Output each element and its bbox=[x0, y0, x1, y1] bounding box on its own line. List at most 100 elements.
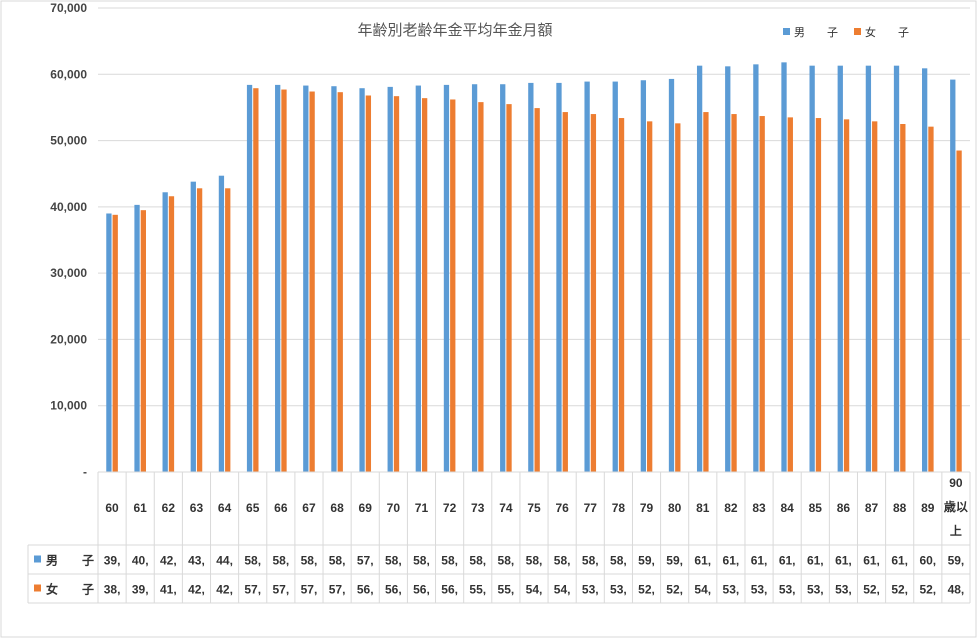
bar-female bbox=[450, 99, 456, 472]
bar-male bbox=[134, 204, 140, 472]
table-cell: 58, bbox=[301, 554, 318, 568]
bar-male bbox=[443, 84, 450, 473]
table-cell: 58, bbox=[469, 554, 486, 568]
table-cell: 58, bbox=[610, 554, 627, 568]
y-tick-label: 60,000 bbox=[50, 67, 87, 81]
bar-female bbox=[365, 95, 372, 473]
x-tick-label: 70 bbox=[387, 501, 401, 515]
x-tick-label: 82 bbox=[724, 501, 738, 515]
chart-title: 年齢別老齢年金平均年金月額 bbox=[357, 21, 552, 39]
table-cell: 52, bbox=[666, 583, 683, 597]
bar-male bbox=[809, 65, 815, 472]
table-cell: 58, bbox=[526, 554, 543, 568]
bar-male bbox=[922, 68, 928, 472]
bar-male bbox=[471, 84, 478, 472]
table-cell: 56, bbox=[385, 583, 402, 597]
x-tick-label: 64 bbox=[218, 501, 232, 515]
table-cell: 56, bbox=[413, 583, 430, 597]
table-cell: 38, bbox=[104, 583, 121, 597]
x-tick-label: 90 歳以上 bbox=[944, 476, 968, 538]
bar-female bbox=[675, 123, 681, 472]
bar-female bbox=[759, 116, 765, 472]
bar-male bbox=[556, 82, 562, 472]
bar-male bbox=[584, 81, 590, 472]
table-cell: 56, bbox=[357, 583, 374, 597]
bar-male bbox=[893, 65, 900, 472]
bar-female bbox=[506, 104, 512, 472]
legend-key bbox=[783, 28, 790, 35]
x-tick-label: 62 bbox=[162, 501, 176, 515]
table-cell: 41, bbox=[160, 583, 177, 597]
bar-female bbox=[253, 88, 259, 472]
table-cell: 61, bbox=[779, 554, 796, 568]
y-tick-label: 40,000 bbox=[50, 200, 87, 214]
table-cell: 52, bbox=[891, 583, 908, 597]
table-legend-key bbox=[34, 555, 41, 563]
bar-male bbox=[950, 79, 956, 473]
bar-female bbox=[815, 118, 822, 472]
table-cell: 43, bbox=[188, 554, 205, 568]
bar-male bbox=[781, 62, 787, 473]
y-tick-label: 70,000 bbox=[50, 1, 87, 15]
bar-female bbox=[618, 118, 625, 472]
table-cell: 53, bbox=[835, 583, 852, 597]
table-cell: 58, bbox=[329, 554, 346, 568]
bar-female bbox=[140, 210, 146, 472]
table-cell: 61, bbox=[807, 554, 824, 568]
bar-female bbox=[900, 124, 906, 472]
table-cell: 53, bbox=[807, 583, 824, 597]
bar-female bbox=[928, 126, 934, 472]
bar-male bbox=[331, 86, 337, 473]
y-tick-label: 30,000 bbox=[50, 266, 87, 280]
x-tick-label: 72 bbox=[443, 501, 457, 515]
legend: 男 子女 子 bbox=[783, 25, 909, 39]
bar-male bbox=[696, 65, 703, 472]
table-cell: 53, bbox=[610, 583, 627, 597]
table-cell: 57, bbox=[272, 583, 289, 597]
legend-label: 男 子 bbox=[794, 26, 838, 39]
x-tick-label: 80 bbox=[668, 501, 682, 515]
y-tick-label: 50,000 bbox=[50, 134, 87, 148]
x-tick-label: 75 bbox=[527, 501, 541, 515]
y-axis-ticks: - 10,000 20,000 30,000 40,000 50,000 60,000 70,… bbox=[50, 1, 87, 479]
bar-male bbox=[218, 175, 225, 472]
table-cell: 39, bbox=[104, 554, 121, 568]
bar-male bbox=[753, 64, 759, 472]
bar-female bbox=[872, 121, 878, 472]
bar-male bbox=[528, 82, 534, 472]
y-tick-label: 10,000 bbox=[50, 399, 87, 413]
table-cell: 42, bbox=[160, 554, 177, 568]
x-tick-label: 81 bbox=[696, 501, 710, 515]
x-tick-label: 89 bbox=[921, 501, 935, 515]
bar-female bbox=[225, 188, 231, 472]
x-tick-label: 63 bbox=[190, 501, 204, 515]
bar-male bbox=[246, 84, 253, 473]
table-cell: 48, bbox=[948, 583, 965, 597]
table-cell: 59, bbox=[638, 554, 655, 568]
x-tick-label: 67 bbox=[302, 501, 316, 515]
table-cell: 61, bbox=[891, 554, 908, 568]
table-cell: 53, bbox=[751, 583, 768, 597]
table-cell: 53, bbox=[582, 583, 599, 597]
bar-male bbox=[415, 85, 421, 472]
x-tick-label: 76 bbox=[555, 501, 569, 515]
table-cell: 54, bbox=[694, 583, 711, 597]
bar-female bbox=[309, 91, 315, 473]
x-tick-label: 77 bbox=[584, 501, 598, 515]
bar-male bbox=[162, 192, 168, 472]
data-table: 60 61 62 63 64 65 66 67 68 69 70 71 72 73 74 75 76 77 78 79… bbox=[27, 471, 971, 604]
table-cell: 60, bbox=[919, 554, 936, 568]
bar-female bbox=[281, 89, 287, 472]
table-cell: 54, bbox=[554, 583, 571, 597]
x-tick-label: 83 bbox=[752, 501, 766, 515]
bars bbox=[106, 62, 962, 473]
bar-male bbox=[668, 78, 675, 472]
table-cell: 55, bbox=[498, 583, 515, 597]
table-cell: 58, bbox=[413, 554, 430, 568]
bar-female bbox=[956, 150, 962, 472]
x-tick-label: 74 bbox=[499, 501, 513, 515]
table-cell: 52, bbox=[863, 583, 880, 597]
table-cell: 61, bbox=[694, 554, 711, 568]
bar-male bbox=[837, 65, 843, 472]
